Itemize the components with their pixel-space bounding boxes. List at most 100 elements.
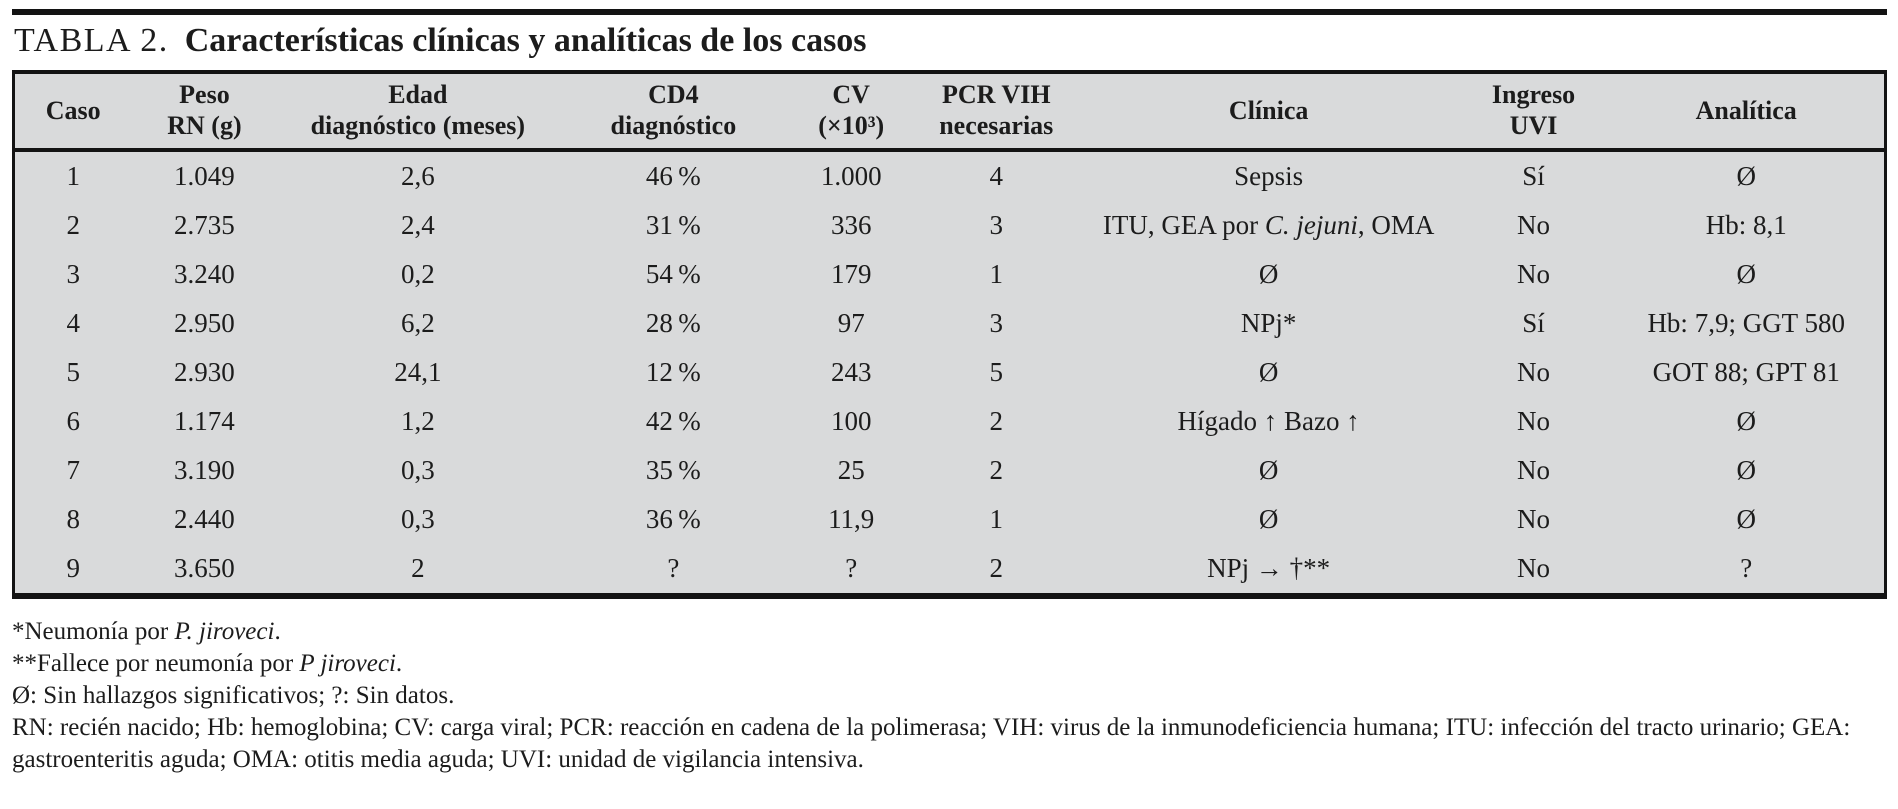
column-header-cv: CV (×10³) [788,72,913,150]
cell-caso: 3 [14,250,132,299]
text: Ø [1736,406,1756,437]
text: Ø [1258,455,1279,486]
text: No [1517,357,1551,388]
text: 31 % [645,210,701,241]
text: Hb: 7,9; GGT 580 [1647,308,1845,339]
text: 2 [989,406,1004,437]
footnote: **Fallece por neumonía por P jiroveci. [12,648,1888,680]
text: 24,1 [394,357,442,388]
text: 36 % [645,504,701,535]
cell-caso: 6 [14,397,132,446]
text: Sí [1522,161,1545,192]
column-header-line: necesarias [939,111,1054,140]
cell-ingreso-uvi: No [1459,544,1609,596]
text: Hígado ↑ Bazo ↑ [1177,406,1360,437]
text: Ø [1736,259,1756,290]
table-header: Caso Peso RN (g) Edad diagnóstico (meses) CD4… [13,72,1886,150]
text: Sepsis [1234,161,1304,192]
text: 0,2 [400,259,435,290]
cell-pcr-vih: 2 [914,446,1079,495]
column-header-line: Edad [388,80,448,110]
footnote: RN: recién nacido; Hb: hemoglobina; CV: … [12,712,1888,776]
column-header-clinica: Clínica [1079,72,1459,150]
text: 9 [66,553,80,584]
cell-edad-diagnostico: 6,2 [277,299,558,348]
cell-pcr-vih: 3 [914,299,1079,348]
top-rule [12,9,1887,15]
text: 2,6 [400,161,435,192]
cell-pcr-vih: 1 [914,250,1079,299]
cell-clinica: Ø [1079,250,1459,299]
cell-peso-rn: 1.049 [131,150,277,201]
text: Ø [1258,504,1279,535]
column-header-pcr-vih: PCR VIH necesarias [914,72,1079,150]
column-header-line: Ingreso [1491,80,1576,110]
text: 1,2 [400,406,435,437]
text: 1 [66,161,80,192]
cell-peso-rn: 3.650 [131,544,277,596]
text: No [1517,259,1551,290]
text: 1 [989,504,1004,535]
cell-caso: 2 [14,201,132,250]
cell-edad-diagnostico: 2,4 [277,201,558,250]
cell-analitica: Ø [1608,150,1885,201]
text: 2.440 [174,504,235,535]
cell-cv: 11,9 [788,495,913,544]
cell-cd4-diagnostico: ? [558,544,788,596]
cell-clinica: Ø [1079,348,1459,397]
text: Ø [1258,259,1279,290]
cell-ingreso-uvi: No [1459,495,1609,544]
cell-cd4-diagnostico: 12 % [558,348,788,397]
cell-cv: ? [788,544,913,596]
text: Ø [1258,357,1279,388]
column-header-line: Clínica [1228,95,1309,125]
text: 2 [989,553,1004,584]
cell-caso: 4 [14,299,132,348]
cell-edad-diagnostico: 0,2 [277,250,558,299]
text: 54 % [645,259,701,290]
text: Hb: 8,1 [1705,210,1787,241]
cell-edad-diagnostico: 2 [277,544,558,596]
text: ? [845,553,858,584]
text: No [1517,504,1551,535]
text: , OMA [1357,210,1435,241]
footnote: Ø: Sin hallazgos significativos; ?: Sin … [12,680,1888,712]
text: 336 [830,210,872,241]
cell-edad-diagnostico: 0,3 [277,446,558,495]
text: 25 [837,455,865,486]
text: No [1517,455,1551,486]
text: 46 % [645,161,701,192]
column-header-line: diagnóstico [610,111,737,140]
cell-analitica: ? [1608,544,1885,596]
text: 7 [66,455,80,486]
column-header-analitica: Analítica [1608,72,1885,150]
cell-pcr-vih: 1 [914,495,1079,544]
text: 2 [66,210,80,241]
text: No [1517,210,1551,241]
text: 2 [411,553,425,584]
cell-cv: 97 [788,299,913,348]
text: GOT 88; GPT 81 [1652,357,1840,388]
text: 3 [989,210,1004,241]
column-header-peso-rn: Peso RN (g) [131,72,277,150]
cell-peso-rn: 3.240 [131,250,277,299]
cell-analitica: Ø [1608,495,1885,544]
text: 3.240 [174,259,235,290]
italic-text: P. jiroveci [174,618,275,645]
cell-peso-rn: 2.735 [131,201,277,250]
cell-ingreso-uvi: No [1459,348,1609,397]
cell-pcr-vih: 2 [914,544,1079,596]
column-header-line: CV [832,80,870,110]
cell-cd4-diagnostico: 42 % [558,397,788,446]
text: 8 [66,504,80,535]
text: 2,4 [400,210,435,241]
text: 0,3 [400,504,435,535]
cell-pcr-vih: 5 [914,348,1079,397]
column-header-line: CD4 [648,80,699,110]
text: ? [667,553,680,584]
column-header-line: PCR VIH [941,80,1051,110]
cell-clinica: Sepsis [1079,150,1459,201]
cell-cv: 336 [788,201,913,250]
text: 179 [830,259,872,290]
